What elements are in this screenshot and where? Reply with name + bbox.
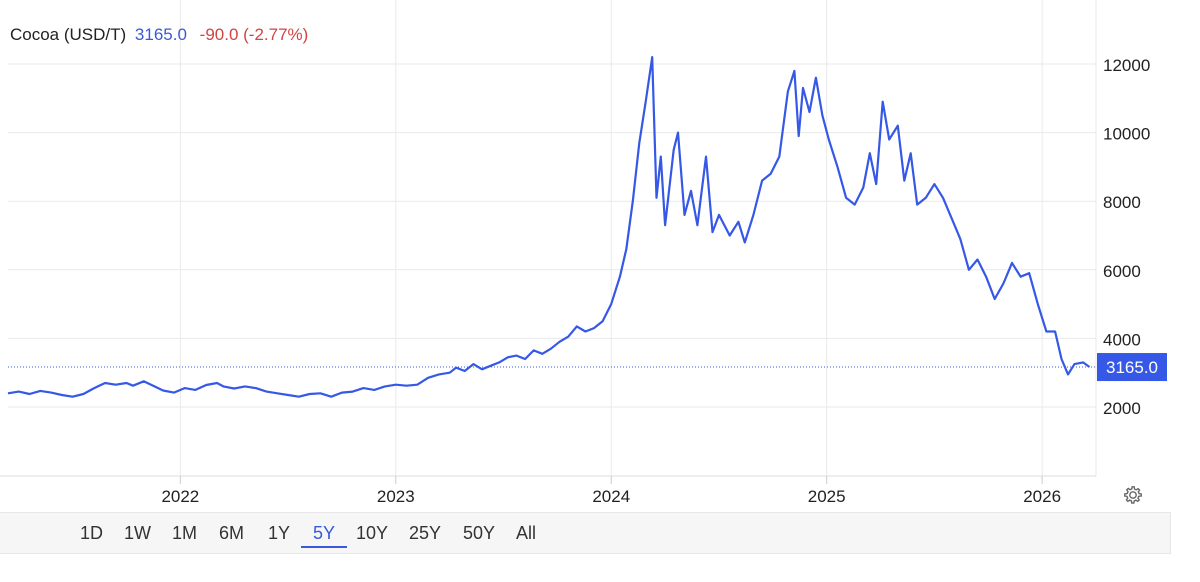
range-10y[interactable]: 10Y [356, 523, 389, 543]
y-tick-label: 4000 [1103, 330, 1141, 349]
chart-area: 2000 4000 6000 8000 10000 12000 2022 2023 2024 20… [0, 0, 1167, 506]
range-5y[interactable]: 5Y [301, 521, 348, 548]
x-tick-label: 2023 [377, 487, 415, 506]
price-chart: 2000 4000 6000 8000 10000 12000 2022 2023 2024 20… [0, 0, 1167, 506]
x-tick-label: 2026 [1023, 487, 1061, 506]
price-change: -90.0 (-2.77%) [199, 25, 309, 44]
y-tick-label: 10000 [1103, 125, 1150, 144]
range-25y[interactable]: 25Y [409, 523, 442, 543]
current-price: 3165.0 [134, 25, 187, 44]
x-tick-label: 2022 [161, 487, 199, 506]
range-selector: 1D 1W 1M 6M 1Y 5Y 10Y 25Y 50Y All [0, 512, 1171, 554]
range-all[interactable]: All [516, 523, 537, 543]
range-1d[interactable]: 1D [80, 523, 104, 543]
range-50y[interactable]: 50Y [463, 523, 496, 543]
price-series-line [7, 55, 1091, 398]
range-1w[interactable]: 1W [124, 523, 151, 543]
y-tick-label: 6000 [1103, 262, 1141, 281]
chart-header: Cocoa (USD/T) 3165.0 -90.0 (-2.77%) [10, 25, 308, 45]
range-1y[interactable]: 1Y [268, 523, 291, 543]
x-tick-label: 2024 [592, 487, 630, 506]
y-tick-label: 8000 [1103, 193, 1141, 212]
instrument-name: Cocoa (USD/T) [10, 25, 127, 44]
gear-icon[interactable] [1122, 484, 1144, 506]
y-tick-label: 2000 [1103, 399, 1141, 418]
range-1m[interactable]: 1M [172, 523, 198, 543]
last-price-tag-label: 3165.0 [1106, 358, 1158, 377]
x-tick-label: 2025 [808, 487, 846, 506]
range-6m[interactable]: 6M [219, 523, 245, 543]
y-tick-label: 12000 [1103, 56, 1150, 75]
last-price-tag [1097, 353, 1167, 382]
